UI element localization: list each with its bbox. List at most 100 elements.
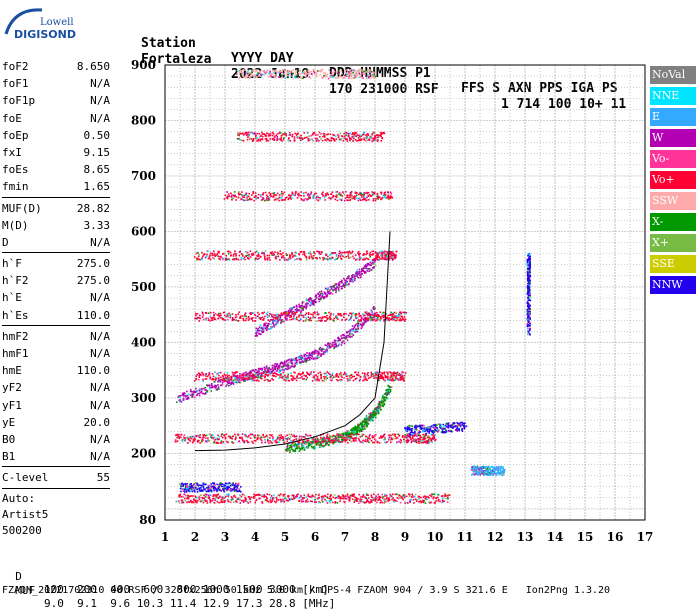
echo-point <box>301 444 303 446</box>
echo-point <box>315 317 317 319</box>
echo-point <box>340 374 342 376</box>
echo-point <box>257 371 259 373</box>
echo-point <box>433 438 435 440</box>
echo-point <box>389 437 391 439</box>
echo-point <box>387 378 389 380</box>
echo-point <box>318 494 320 496</box>
echo-point <box>190 500 192 502</box>
echo-point <box>347 380 349 382</box>
echo-point <box>233 501 235 503</box>
echo-point <box>227 319 229 321</box>
echo-point <box>277 374 279 376</box>
echo-point <box>192 442 194 444</box>
echo-point <box>297 493 299 495</box>
echo-point <box>340 372 342 374</box>
echo-point <box>373 415 375 417</box>
echo-point <box>244 314 246 316</box>
echo-point <box>384 379 386 381</box>
echo-point <box>275 324 277 326</box>
echo-point <box>224 312 226 314</box>
echo-point <box>381 437 383 439</box>
echo-point <box>330 375 332 377</box>
echo-point <box>371 269 373 271</box>
echo-point <box>333 348 335 350</box>
echo-point <box>250 497 252 499</box>
echo-point <box>224 195 226 197</box>
echo-point <box>366 250 368 252</box>
echo-point <box>183 395 185 397</box>
echo-point <box>283 376 285 378</box>
echo-point <box>344 285 346 287</box>
echo-point <box>319 502 321 504</box>
echo-point <box>267 501 269 503</box>
echo-point <box>265 250 267 252</box>
echo-point <box>213 498 215 500</box>
echo-point <box>220 315 222 317</box>
echo-point <box>258 314 260 316</box>
echo-point <box>323 353 325 355</box>
echo-point <box>311 191 313 193</box>
echo-point <box>316 199 318 201</box>
echo-point <box>318 378 320 380</box>
echo-point <box>387 315 389 317</box>
echo-point <box>384 373 386 375</box>
echo-point <box>196 497 198 499</box>
echo-point <box>422 501 424 503</box>
echo-point <box>390 198 392 200</box>
echo-point <box>327 194 329 196</box>
echo-point <box>203 388 205 390</box>
echo-point <box>285 436 287 438</box>
echo-point <box>358 194 360 196</box>
echo-point <box>333 345 335 347</box>
echo-point <box>308 494 310 496</box>
echo-point <box>238 138 240 140</box>
echo-point <box>326 441 328 443</box>
echo-point <box>179 494 181 496</box>
echo-point <box>214 499 216 501</box>
echo-point <box>384 494 386 496</box>
echo-point <box>210 312 212 314</box>
echo-point <box>357 500 359 502</box>
echo-point <box>279 437 281 439</box>
echo-point <box>242 255 244 257</box>
echo-point <box>325 444 327 446</box>
echo-point <box>233 383 235 385</box>
echo-point <box>357 498 359 500</box>
echo-point <box>313 257 315 259</box>
echo-point <box>346 373 348 375</box>
echo-point <box>348 197 350 199</box>
echo-point <box>356 275 358 277</box>
echo-point <box>379 311 381 313</box>
echo-point <box>300 318 302 320</box>
echo-point <box>364 319 366 321</box>
echo-point <box>283 314 285 316</box>
echo-point <box>352 494 354 496</box>
echo-point <box>279 374 281 376</box>
echo-point <box>341 377 343 379</box>
echo-point <box>316 250 318 252</box>
echo-point <box>299 320 301 322</box>
echo-point <box>276 438 278 440</box>
echo-point <box>350 336 352 338</box>
echo-point <box>214 381 216 383</box>
echo-point <box>218 375 220 377</box>
echo-point <box>333 196 335 198</box>
echo-point <box>315 295 317 297</box>
echo-point <box>277 321 279 323</box>
echo-point <box>309 251 311 253</box>
echo-point <box>376 412 378 414</box>
echo-point <box>264 370 266 372</box>
echo-point <box>322 501 324 503</box>
echo-point <box>319 444 321 446</box>
echo-point <box>290 195 292 197</box>
echo-point <box>268 380 270 382</box>
echo-point <box>198 376 200 378</box>
echo-point <box>266 255 268 257</box>
echo-point <box>346 252 348 254</box>
echo-point <box>356 499 358 501</box>
echo-point <box>327 290 329 292</box>
echo-point <box>429 442 431 444</box>
echo-point <box>307 355 309 357</box>
echo-point <box>231 438 233 440</box>
